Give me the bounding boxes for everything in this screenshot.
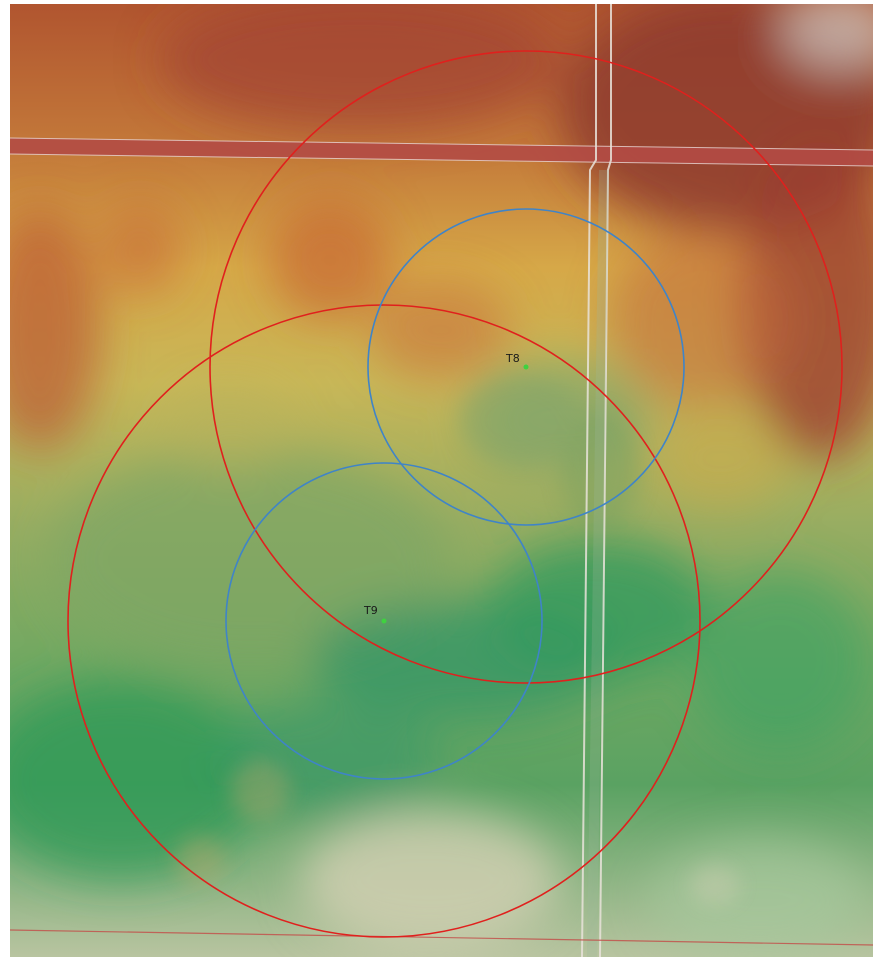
buffer-rings	[67, 50, 843, 938]
road-network	[9, 0, 873, 957]
outer-radius-ring-t8	[209, 50, 843, 684]
bottom-boundary-line	[9, 929, 873, 946]
vertical-road	[581, 0, 597, 957]
horizontal-road-edge	[9, 137, 873, 151]
turbine-point-icon[interactable]	[381, 618, 387, 624]
turbine-point-icon[interactable]	[523, 364, 529, 370]
turbine-t9[interactable]: T9	[363, 604, 387, 624]
turbine-label: T9	[363, 604, 378, 617]
outer-radius-ring-t9	[67, 304, 701, 938]
inner-radius-ring-t8	[367, 208, 685, 526]
horizontal-road-edge	[9, 153, 873, 167]
inner-radius-ring-t9	[225, 462, 543, 780]
terrain-highlights	[175, 375, 740, 905]
horizontal-road	[9, 138, 873, 166]
frame-top-edge	[0, 0, 873, 4]
vertical-road	[599, 0, 612, 957]
turbine-label: T8	[505, 352, 520, 365]
turbine-t8[interactable]: T8	[505, 352, 529, 370]
vertical-road-shade	[587, 169, 609, 957]
frame-left-edge	[0, 0, 10, 957]
